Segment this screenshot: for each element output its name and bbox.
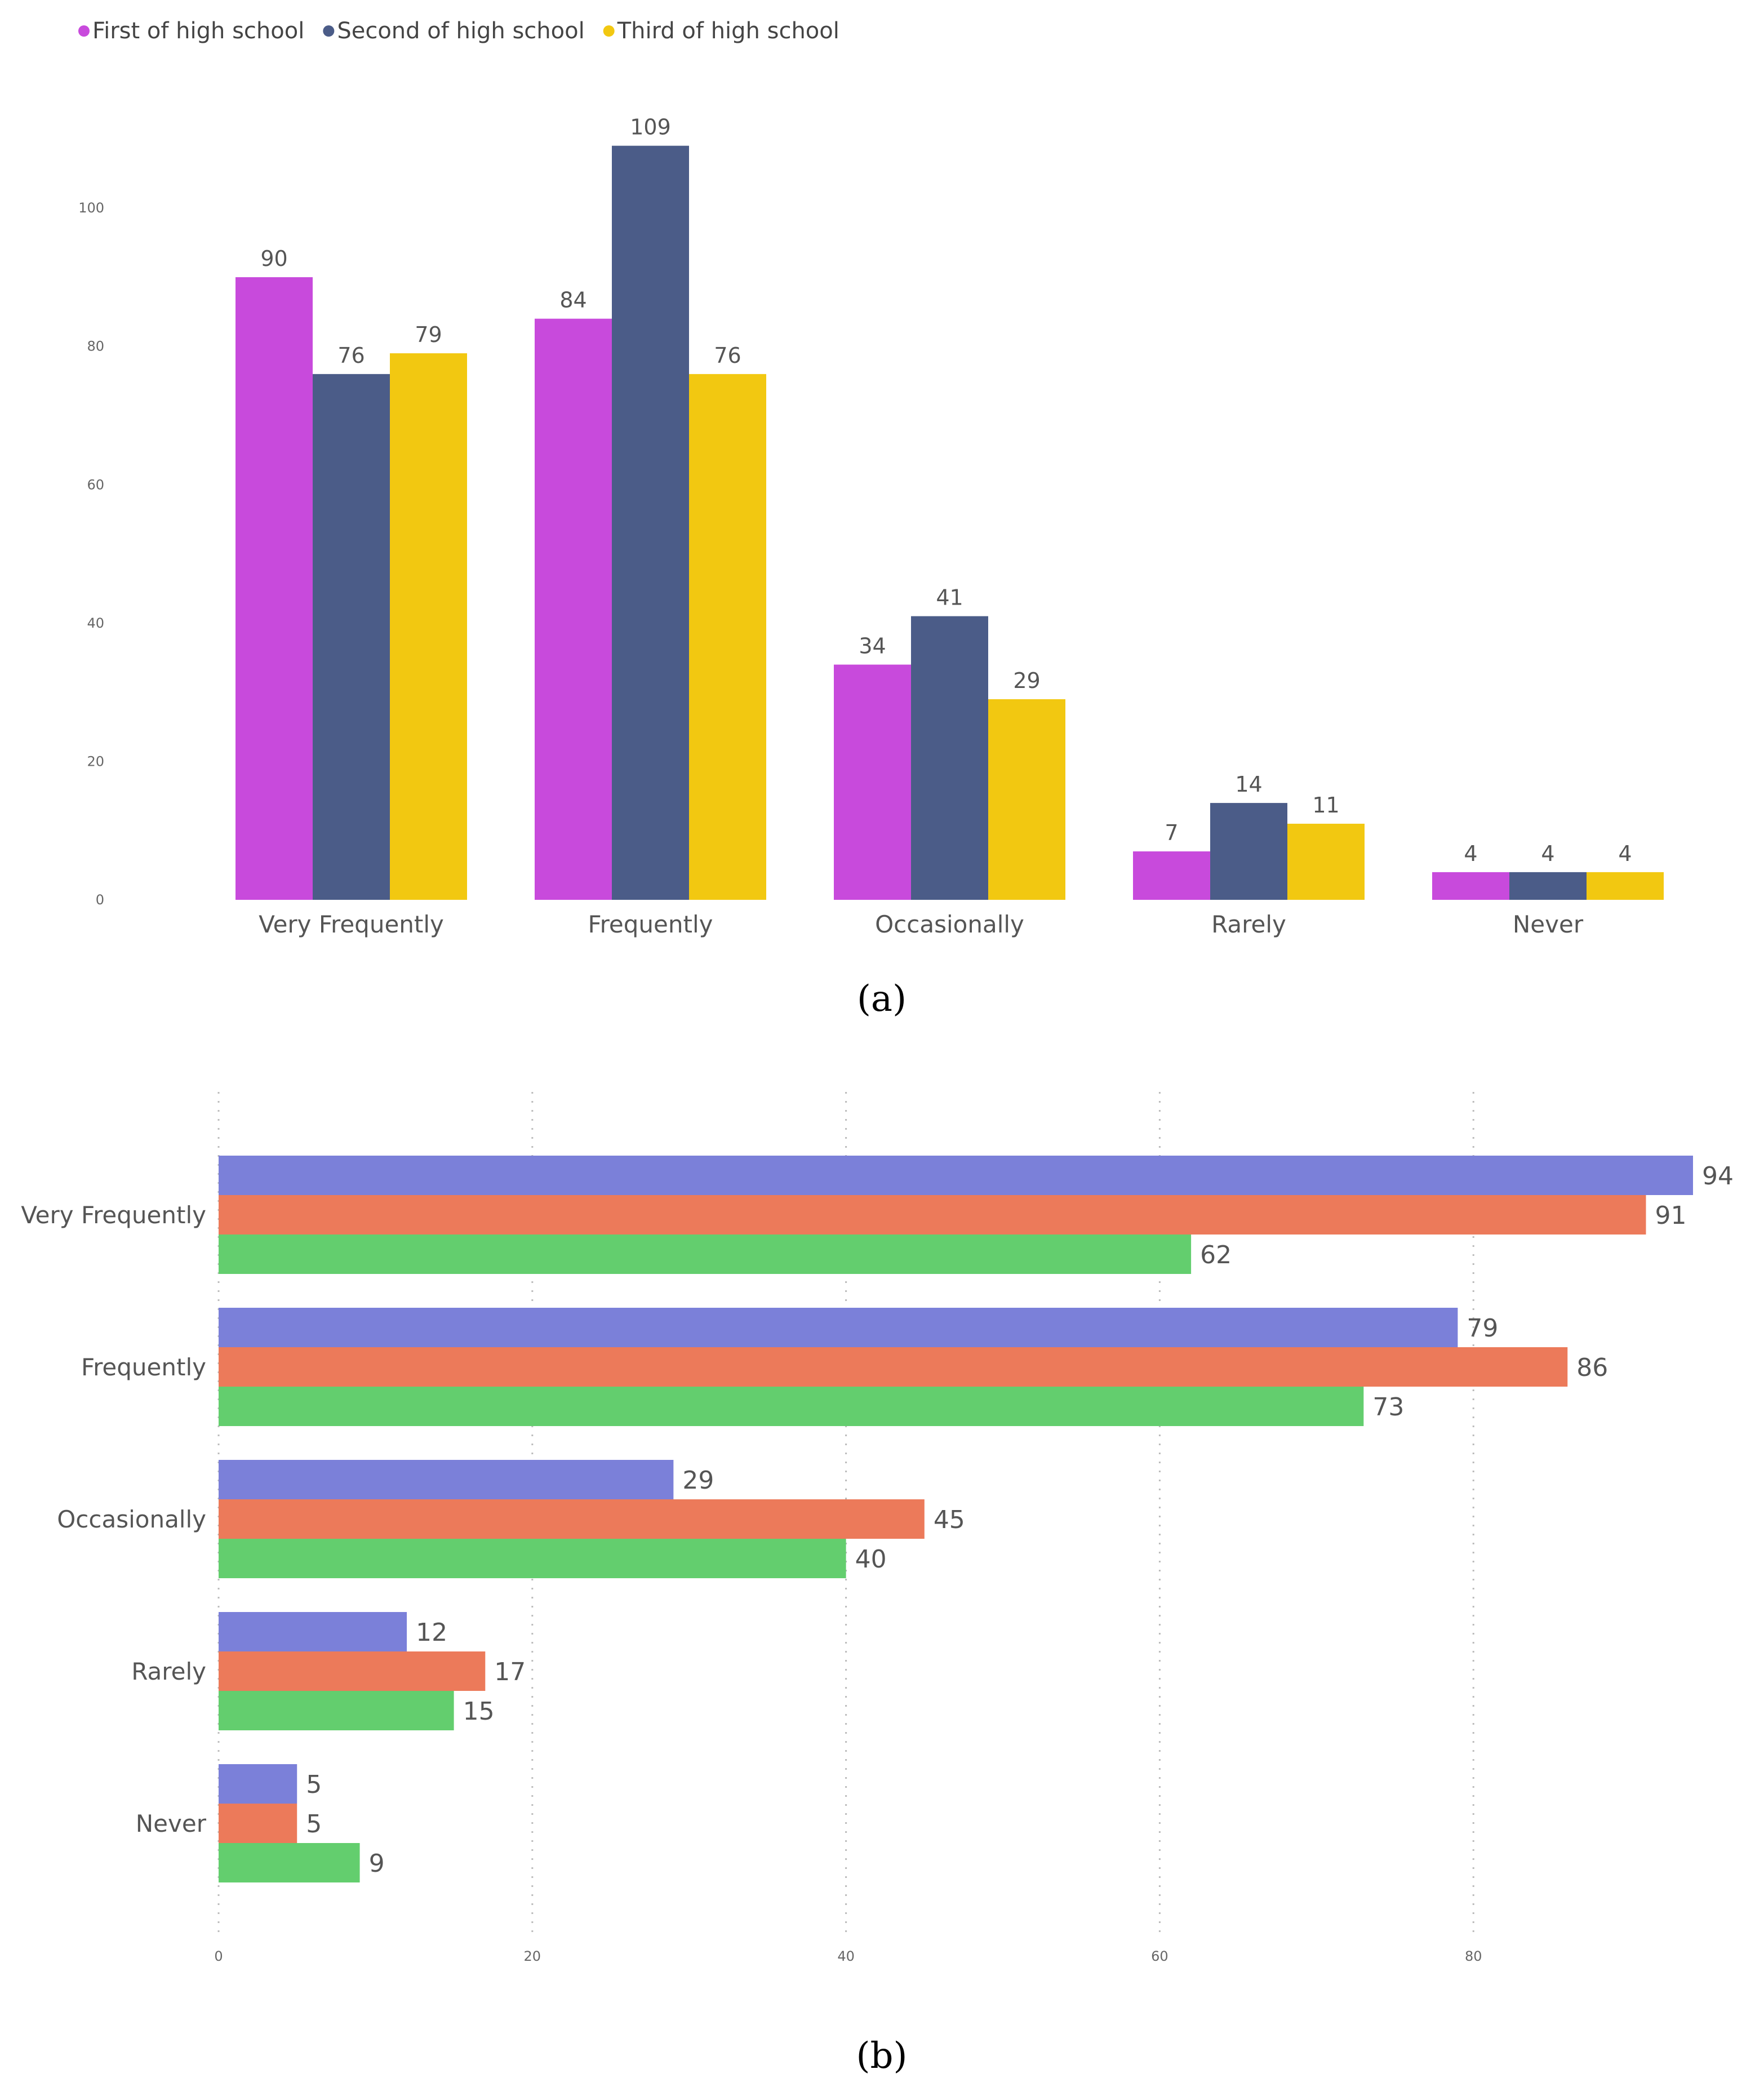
bar-second-of-high-school-very-frequently bbox=[219, 1195, 1646, 1235]
x-tick-label: 80 bbox=[1465, 1948, 1482, 1964]
bar-third-of-high-school-occasionally bbox=[988, 699, 1065, 900]
y-category-label-rarely: Rarely bbox=[131, 1658, 206, 1685]
data-label: 62 bbox=[1200, 1241, 1232, 1269]
bar-third-of-high-school-frequently bbox=[219, 1387, 1364, 1426]
x-tick-label: 20 bbox=[524, 1948, 541, 1964]
data-label: 76 bbox=[337, 343, 365, 368]
bar-third-of-high-school-very-frequently bbox=[390, 353, 467, 900]
bar-second-of-high-school-frequently bbox=[612, 145, 689, 900]
x-tick-label: 40 bbox=[837, 1948, 855, 1964]
bar-third-of-high-school-frequently bbox=[689, 374, 766, 900]
data-label: 41 bbox=[936, 585, 963, 610]
data-label: 14 bbox=[1235, 772, 1262, 797]
data-label: 90 bbox=[260, 246, 287, 271]
legend-marker-second-of-high-school bbox=[323, 25, 335, 37]
x-category-label-rarely: Rarely bbox=[1211, 911, 1286, 938]
data-label: 4 bbox=[1618, 841, 1632, 866]
data-label: 7 bbox=[1165, 820, 1178, 845]
x-tick-label: 60 bbox=[1151, 1948, 1168, 1964]
bar-third-of-high-school-occasionally bbox=[219, 1539, 846, 1578]
data-label: 5 bbox=[306, 1810, 322, 1839]
bar-second-of-high-school-rarely bbox=[1210, 803, 1287, 900]
data-label: 76 bbox=[714, 343, 741, 368]
bar-third-of-high-school-very-frequently bbox=[219, 1235, 1192, 1274]
caption-a: (a) bbox=[857, 978, 907, 1020]
data-label: 109 bbox=[630, 115, 671, 140]
data-label: 15 bbox=[463, 1697, 495, 1726]
y-category-label-never: Never bbox=[136, 1810, 207, 1837]
legend-label-third-of-high-school: Third of high school bbox=[617, 18, 839, 44]
data-label: 79 bbox=[415, 322, 442, 347]
data-label: 40 bbox=[855, 1545, 887, 1574]
bar-first-of-high-school-rarely bbox=[1133, 851, 1210, 900]
data-label: 17 bbox=[494, 1658, 526, 1686]
data-label: 86 bbox=[1576, 1353, 1608, 1382]
y-tick-label: 80 bbox=[87, 339, 104, 354]
legend-label-second-of-high-school: Second of high school bbox=[337, 18, 584, 44]
x-category-label-never: Never bbox=[1513, 911, 1584, 938]
y-category-label-occasionally: Occasionally bbox=[57, 1506, 206, 1533]
data-label: 29 bbox=[1013, 668, 1040, 693]
bar-third-of-high-school-rarely bbox=[219, 1691, 454, 1730]
bar-second-of-high-school-never bbox=[219, 1804, 297, 1843]
legend-marker-third-of-high-school bbox=[603, 25, 615, 37]
x-tick-label: 0 bbox=[214, 1948, 223, 1964]
bar-first-of-high-school-never bbox=[219, 1764, 297, 1804]
data-label: 94 bbox=[1702, 1162, 1734, 1191]
data-label: 91 bbox=[1655, 1201, 1686, 1230]
bar-first-of-high-school-occasionally bbox=[219, 1460, 674, 1499]
caption-b: (b) bbox=[856, 2035, 908, 2077]
data-label: 45 bbox=[934, 1506, 965, 1534]
data-label: 34 bbox=[859, 634, 886, 659]
bar-second-of-high-school-never bbox=[1509, 872, 1587, 900]
bar-first-of-high-school-very-frequently bbox=[236, 277, 313, 900]
bar-third-of-high-school-never bbox=[1587, 872, 1664, 900]
x-category-label-occasionally: Occasionally bbox=[875, 911, 1024, 938]
bar-first-of-high-school-rarely bbox=[219, 1612, 407, 1651]
y-tick-label: 0 bbox=[96, 892, 104, 908]
bar-first-of-high-school-very-frequently bbox=[219, 1156, 1693, 1195]
y-tick-label: 100 bbox=[78, 200, 104, 216]
data-label: 12 bbox=[416, 1618, 447, 1647]
x-category-label-frequently: Frequently bbox=[588, 911, 713, 938]
y-tick-label: 60 bbox=[87, 477, 104, 492]
data-label: 29 bbox=[682, 1466, 714, 1495]
data-label: 4 bbox=[1464, 841, 1477, 866]
bar-first-of-high-school-frequently bbox=[535, 318, 612, 900]
bar-first-of-high-school-frequently bbox=[219, 1308, 1458, 1347]
bar-third-of-high-school-rarely bbox=[1287, 823, 1365, 900]
bar-third-of-high-school-never bbox=[219, 1843, 360, 1882]
bar-second-of-high-school-occasionally bbox=[219, 1499, 925, 1539]
y-tick-label: 20 bbox=[87, 753, 104, 769]
bar-second-of-high-school-rarely bbox=[219, 1651, 486, 1691]
y-category-label-frequently: Frequently bbox=[81, 1353, 206, 1381]
chart-a: First of high school Second of high schoo… bbox=[78, 18, 1664, 1020]
bar-first-of-high-school-occasionally bbox=[834, 664, 911, 900]
bar-second-of-high-school-very-frequently bbox=[313, 374, 390, 900]
data-label: 11 bbox=[1312, 793, 1339, 818]
data-label: 79 bbox=[1467, 1314, 1498, 1343]
data-label: 73 bbox=[1372, 1393, 1404, 1422]
bar-second-of-high-school-frequently bbox=[219, 1347, 1568, 1387]
bar-second-of-high-school-occasionally bbox=[911, 616, 988, 900]
data-label: 5 bbox=[306, 1770, 322, 1799]
legend-marker-first-of-high-school bbox=[78, 25, 90, 37]
data-label: 84 bbox=[559, 288, 586, 313]
legend-label-first-of-high-school: First of high school bbox=[92, 18, 304, 44]
y-tick-label: 40 bbox=[87, 615, 104, 631]
data-label: 4 bbox=[1541, 841, 1554, 866]
x-category-label-very-frequently: Very Frequently bbox=[259, 911, 444, 938]
y-category-label-very-frequently: Very Frequently bbox=[21, 1201, 206, 1229]
bar-first-of-high-school-never bbox=[1432, 872, 1509, 900]
data-label: 9 bbox=[369, 1849, 385, 1878]
